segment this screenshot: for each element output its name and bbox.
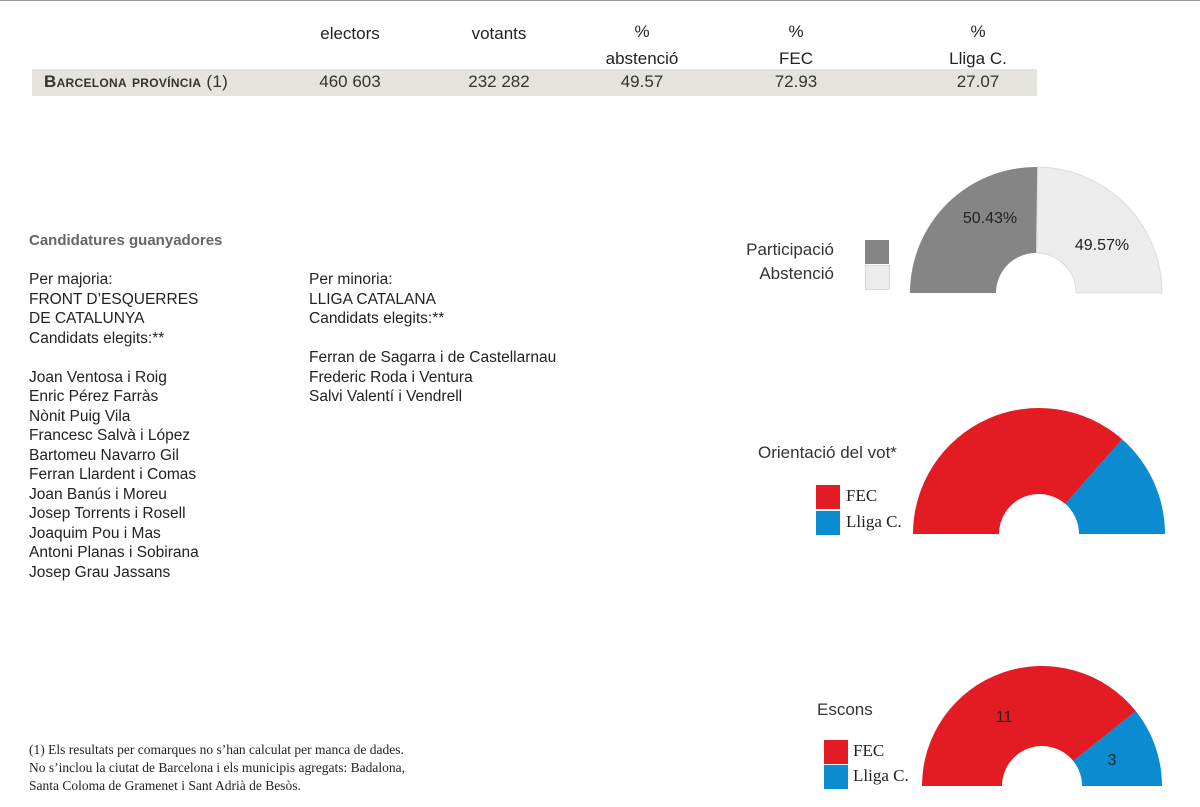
legend-lliga-seats: Lliga C.: [853, 766, 909, 785]
minority-party: LLIGA CATALANA: [309, 290, 436, 308]
row-label: Barcelona província (1): [44, 72, 229, 91]
candidate-name: Frederic Roda i Ventura: [309, 368, 473, 386]
header-votants: votants: [471, 24, 527, 43]
candidate-name: Ferran Llardent i Comas: [29, 466, 197, 483]
footnote: (1) Els resultats per comarques no s’han…: [29, 741, 405, 795]
candidate-name: Joan Ventosa i Roig: [29, 368, 167, 386]
candidate-name: Ferran de Sagarra i de Castellarnau: [309, 349, 557, 366]
header-electors: electors: [320, 24, 380, 43]
value-electors: 460 603: [319, 72, 381, 91]
candidate-name: Antoni Planas i Sobirana: [29, 544, 199, 561]
legend-lliga: Lliga C.: [846, 512, 902, 531]
candidate-name: Josep Grau Jassans: [29, 563, 171, 581]
minority-column: Per minoria: LLIGA CATALANA Candidats el…: [309, 270, 556, 407]
majority-column: Per majoria: FRONT D’ESQUERRES DE CATALU…: [29, 270, 199, 582]
candidate-name: Bartomeu Navarro Gil: [29, 446, 179, 464]
value-lliga: 27.07: [956, 72, 1000, 91]
legend-abstencio: Abstenció: [759, 264, 834, 283]
majority-heading: Per majoria:: [29, 271, 113, 288]
swatch-participacio: [865, 240, 889, 264]
slice-fec: [922, 665, 1136, 786]
candidates-title: Candidatures guanyadores: [29, 232, 223, 249]
majority-party-line1: FRONT D’ESQUERRES: [29, 290, 199, 308]
summary-row-background: [32, 69, 1037, 96]
candidate-name: Salvi Valentí i Vendrell: [309, 388, 463, 405]
chart-title-orientacio: Orientació del vot*: [758, 443, 897, 462]
slice-label: 3: [1108, 752, 1117, 769]
slice-label: 49.57%: [1075, 237, 1129, 254]
candidate-name: Josep Torrents i Rosell: [29, 505, 186, 522]
slice-participaci: [910, 166, 1038, 293]
slice-fec: [913, 408, 1123, 534]
swatch-fec: [816, 485, 840, 509]
candidate-name: Francesc Salvà i López: [29, 427, 191, 444]
swatch-fec-seats: [824, 740, 848, 764]
minority-elected-label: Candidats elegits:**: [309, 310, 445, 327]
legend-fec: FEC: [846, 486, 878, 505]
slice-abstenci: [1036, 166, 1163, 294]
candidate-name: Nònit Puig Vila: [29, 407, 131, 425]
value-fec: 72.93: [774, 72, 818, 91]
header-abstencio: % abstenció: [605, 22, 679, 68]
swatch-lliga-seats: [824, 765, 848, 789]
top-rule: [0, 0, 1200, 1]
header-lliga: % Lliga C.: [949, 22, 1007, 68]
candidate-name: Enric Pérez Farràs: [29, 388, 159, 405]
row-note: (1): [206, 72, 229, 91]
footnote-line: (1) Els resultats per comarques no s’han…: [29, 742, 404, 757]
value-votants: 232 282: [468, 72, 530, 91]
chart-title-escons: Escons: [817, 700, 873, 719]
swatch-abstencio: [865, 265, 890, 290]
value-abstencio: 49.57: [620, 72, 664, 91]
majority-elected-label: Candidats elegits:**: [29, 329, 165, 347]
legend-participacio: Participació: [746, 240, 834, 259]
footnote-line: Santa Coloma de Gramenet i Sant Adrià de…: [29, 778, 301, 793]
footnote-line: No s’inclou la ciutat de Barcelona i els…: [29, 760, 406, 775]
slice-lliga-c: [1073, 711, 1162, 786]
candidate-name: Joan Banús i Moreu: [29, 485, 167, 503]
legend-fec-seats: FEC: [853, 741, 885, 760]
slice-label: 50.43%: [963, 210, 1017, 227]
majority-party-line2: DE CATALUNYA: [29, 310, 145, 327]
slice-lliga-c: [1065, 439, 1166, 534]
swatch-lliga: [816, 511, 840, 535]
header-fec: % FEC: [779, 22, 813, 68]
minority-heading: Per minoria:: [309, 271, 393, 288]
slice-label: 11: [996, 709, 1013, 726]
candidate-name: Joaquim Pou i Mas: [29, 524, 161, 542]
